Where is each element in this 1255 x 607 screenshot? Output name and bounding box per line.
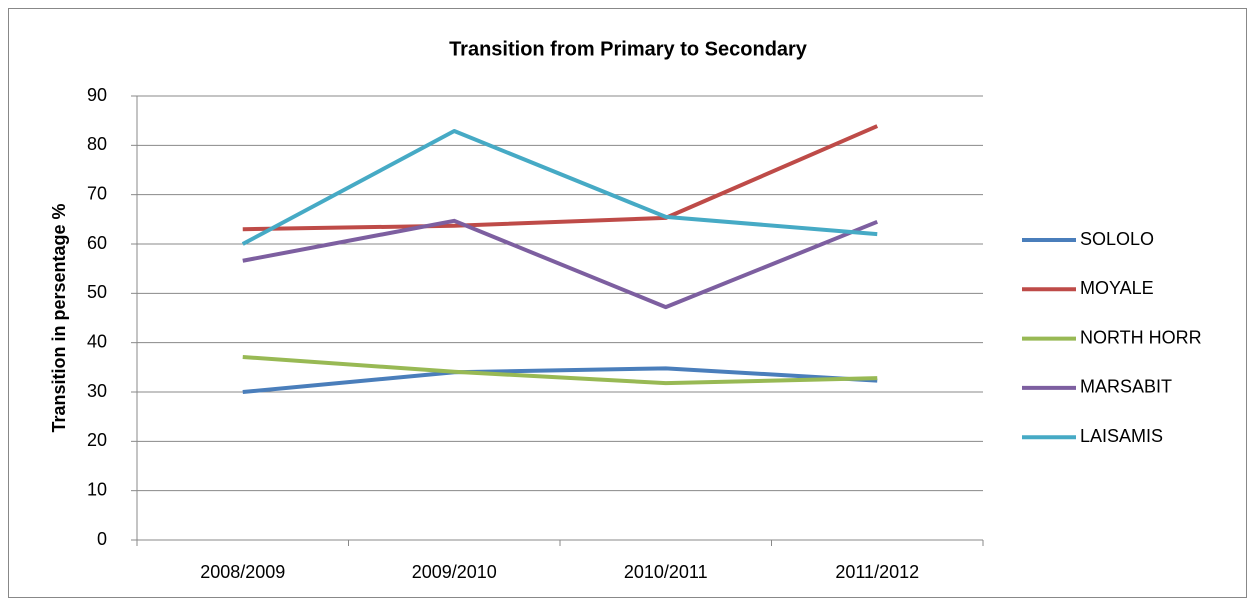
- legend-label: LAISAMIS: [1080, 426, 1163, 446]
- series-line: [242, 124, 879, 232]
- x-tick-label: 2010/2011: [624, 562, 708, 582]
- y-tick-label: 80: [87, 134, 107, 154]
- series-line: [241, 129, 878, 246]
- series-line: [242, 218, 878, 310]
- x-tick-label: 2008/2009: [200, 562, 285, 582]
- chart-title: Transition from Primary to Secondary: [449, 38, 808, 60]
- y-tick-label: 30: [87, 381, 107, 401]
- series-line: [242, 366, 878, 394]
- y-tick-label: 20: [87, 430, 107, 450]
- y-tick-label: 60: [87, 233, 107, 253]
- legend-label: NORTH HORR: [1080, 327, 1202, 347]
- chart-border: [8, 8, 1247, 598]
- x-tick-label: 2011/2012: [835, 562, 919, 582]
- legend-label: MOYALE: [1080, 278, 1154, 298]
- y-tick-label: 40: [87, 331, 107, 351]
- legend-label: MARSABIT: [1080, 377, 1172, 397]
- series-line: [242, 354, 878, 386]
- y-tick-label: 0: [97, 529, 107, 549]
- x-tick-label: 2009/2010: [412, 562, 497, 582]
- y-tick-label: 50: [87, 282, 107, 302]
- y-tick-label: 70: [87, 183, 107, 203]
- y-axis-label: Transition in persentage %: [49, 203, 69, 432]
- y-tick-label: 10: [87, 479, 107, 499]
- legend-label: SOLOLO: [1080, 229, 1154, 249]
- y-tick-label: 90: [87, 85, 107, 105]
